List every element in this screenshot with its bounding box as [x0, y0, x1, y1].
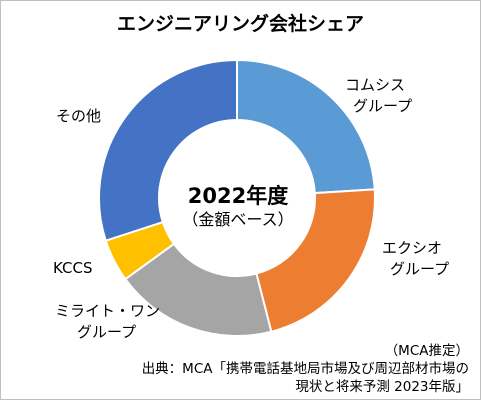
category-label-mirait-line1: ミライト・ワン [55, 302, 161, 320]
center-sublabel: （金額ベース） [182, 210, 294, 229]
category-label-other-line1: その他 [56, 107, 102, 125]
category-label-exeo-line2: グループ [390, 260, 450, 278]
category-label-exeo: エクシオ グループ [382, 238, 449, 280]
category-label-exeo-line1: エクシオ [382, 239, 443, 257]
source-note-line2: 出典：MCA「携帯電話基地局市場及び周辺部材市場の [141, 361, 469, 377]
category-label-comsys-line1: コムシス [345, 76, 406, 94]
category-label-mirait-line2: グループ [77, 323, 137, 341]
category-label-mirait: ミライト・ワン グループ [55, 301, 160, 343]
category-label-kccs: KCCS [53, 258, 93, 279]
donut-slice-other [98, 58, 238, 242]
donut-slice-exeo [255, 188, 376, 333]
center-label: 2022年度 [187, 184, 289, 208]
category-label-kccs-line1: KCCS [53, 259, 93, 277]
source-note-line1: （MCA推定） [384, 343, 469, 359]
chart-title: エンジニアリング会社シェア [116, 13, 364, 35]
category-label-comsys: コムシス グループ [345, 75, 412, 117]
source-note-line3: 現状と将来予測 2023年版」 [295, 379, 469, 395]
category-label-comsys-line2: グループ [353, 97, 413, 115]
source-note: （MCA推定） 出典：MCA「携帯電話基地局市場及び周辺部材市場の 現状と将来予… [142, 342, 469, 396]
donut-slices [98, 58, 376, 337]
category-label-other: その他 [56, 106, 101, 127]
donut-slice-comsys [236, 58, 376, 195]
